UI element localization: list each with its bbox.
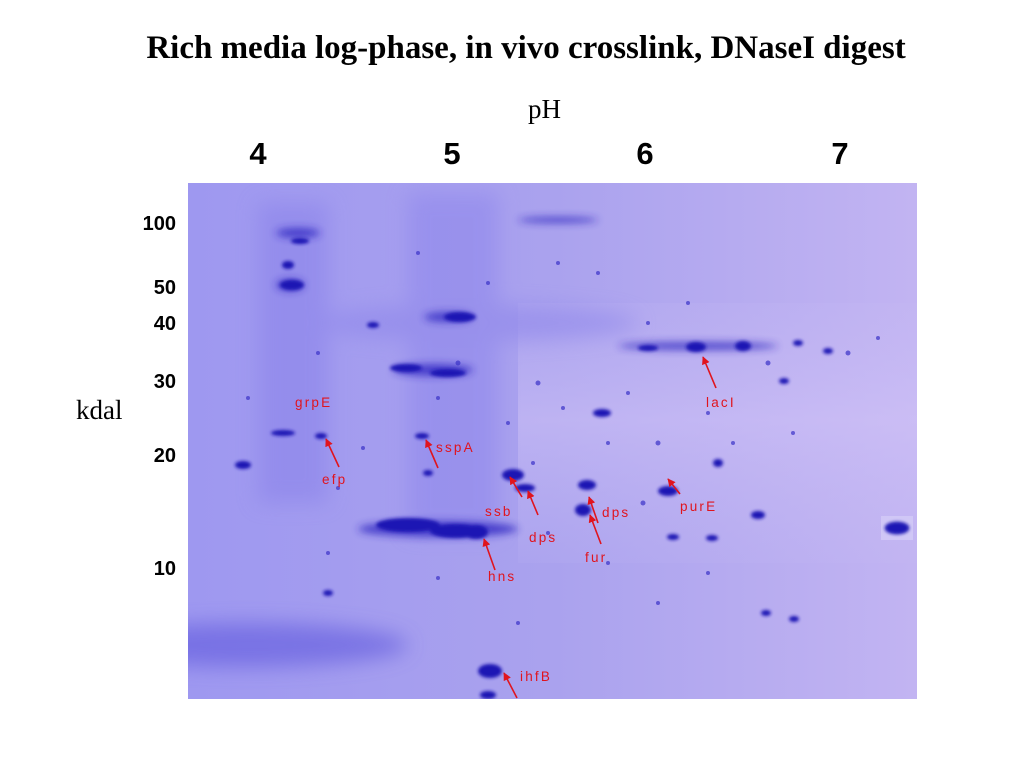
- mass-axis-label: kdal: [76, 395, 123, 425]
- gel-image: grpE efp sspA ssb dps dps fur hns purE l…: [188, 183, 917, 699]
- label-laci: lacI: [706, 395, 736, 410]
- ph-tick-4: 4: [249, 136, 267, 171]
- label-dps-2: dps: [602, 505, 630, 520]
- label-fur: fur: [585, 550, 607, 565]
- ph-tick-7: 7: [831, 136, 849, 171]
- mass-tick-40: 40: [153, 313, 176, 335]
- mass-tick-10: 10: [153, 558, 176, 580]
- mass-tick-30: 30: [153, 371, 176, 393]
- label-hns: hns: [488, 569, 516, 584]
- figure-title: Rich media log-phase, in vivo crosslink,…: [146, 30, 906, 66]
- ph-tick-6: 6: [636, 136, 654, 171]
- label-dps-1: dps: [529, 530, 557, 545]
- mass-tick-20: 20: [153, 445, 176, 467]
- mass-tick-100: 100: [142, 213, 176, 235]
- label-pure: purE: [680, 499, 717, 514]
- mass-tick-50: 50: [153, 277, 176, 299]
- ph-tick-5: 5: [443, 136, 461, 171]
- label-efp: efp: [322, 472, 347, 487]
- label-sspa: sspA: [436, 440, 475, 455]
- label-grpe: grpE: [295, 395, 332, 410]
- label-ssb: ssb: [485, 504, 513, 519]
- label-ihfb: ihfB: [520, 669, 552, 684]
- ph-axis-label: pH: [528, 94, 561, 124]
